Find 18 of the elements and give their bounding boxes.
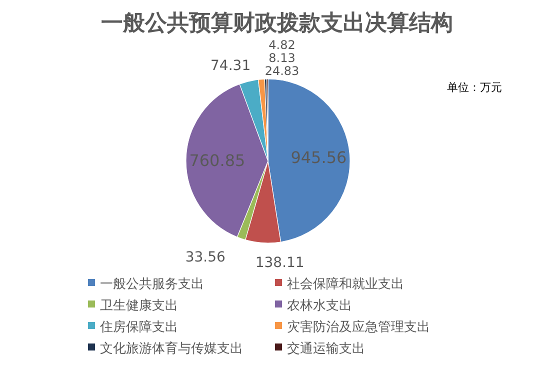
data-label: 33.56 [185, 250, 226, 266]
data-label: 760.85 [189, 151, 246, 170]
legend-label: 社会保障和就业支出 [287, 277, 404, 292]
data-label: 4.82 [268, 38, 296, 52]
data-label: 74.31 [210, 58, 251, 74]
legend-label: 卫生健康支出 [100, 298, 178, 314]
legend-label: 灾害防治及应急管理支出 [287, 319, 430, 335]
data-label: 8.13 [268, 51, 296, 65]
data-label: 138.11 [255, 254, 304, 271]
chart-title: 一般公共预算财政拨款支出决算结构 [101, 11, 453, 36]
text: 单位：万元 [447, 81, 502, 94]
legend-label: 住房保障支出 [99, 319, 178, 335]
data-label: 24.83 [264, 64, 300, 78]
legend-label: 交通运输支出 [287, 340, 365, 356]
legend-label: 文化旅游体育与传媒支出 [100, 340, 243, 356]
legend-label: 一般公共服务支出 [100, 277, 204, 292]
legend-label: 农林水支出 [287, 298, 352, 314]
data-label: 945.56 [290, 148, 347, 168]
